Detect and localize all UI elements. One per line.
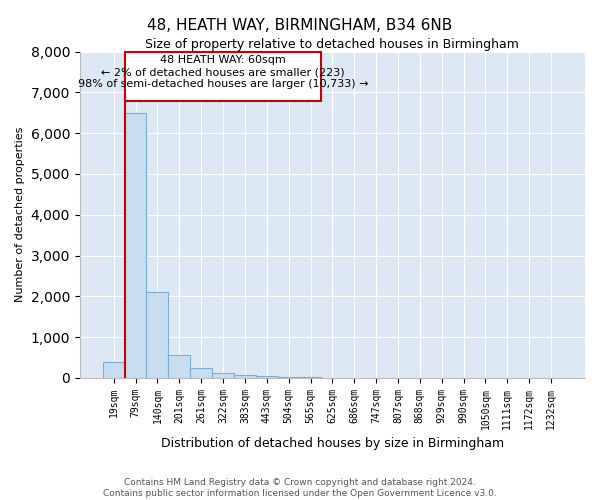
Bar (125, 113, 146, 378)
FancyBboxPatch shape (125, 52, 321, 100)
Text: 48, HEATH WAY, BIRMINGHAM, B34 6NB: 48, HEATH WAY, BIRMINGHAM, B34 6NB (148, 18, 452, 32)
Bar (146, 292, 169, 378)
Text: 98% of semi-detached houses are larger (10,733) →: 98% of semi-detached houses are larger (… (78, 78, 368, 88)
Bar (256, 376, 278, 378)
Bar (103, 362, 125, 378)
Bar (190, 368, 212, 378)
Text: Contains HM Land Registry data © Crown copyright and database right 2024.
Contai: Contains HM Land Registry data © Crown c… (103, 478, 497, 498)
Y-axis label: Number of detached properties: Number of detached properties (15, 127, 25, 302)
Bar (212, 373, 234, 378)
Text: ← 2% of detached houses are smaller (223): ← 2% of detached houses are smaller (223… (101, 67, 345, 77)
Bar (234, 375, 256, 378)
Text: 48 HEATH WAY: 60sqm: 48 HEATH WAY: 60sqm (160, 55, 286, 65)
Bar (169, 356, 190, 378)
Title: Size of property relative to detached houses in Birmingham: Size of property relative to detached ho… (145, 38, 520, 51)
Bar (278, 377, 299, 378)
X-axis label: Distribution of detached houses by size in Birmingham: Distribution of detached houses by size … (161, 437, 504, 450)
